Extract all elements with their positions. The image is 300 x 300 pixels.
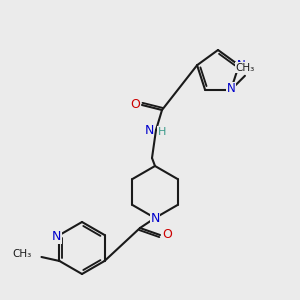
Text: N: N [144, 124, 154, 136]
Text: N: N [226, 82, 235, 95]
Text: O: O [130, 98, 140, 112]
Text: CH₃: CH₃ [235, 63, 255, 73]
Text: N: N [236, 59, 245, 72]
Text: N: N [52, 230, 61, 244]
Text: H: H [158, 127, 166, 137]
Text: CH₃: CH₃ [12, 249, 32, 259]
Text: N: N [150, 212, 160, 226]
Text: O: O [162, 229, 172, 242]
